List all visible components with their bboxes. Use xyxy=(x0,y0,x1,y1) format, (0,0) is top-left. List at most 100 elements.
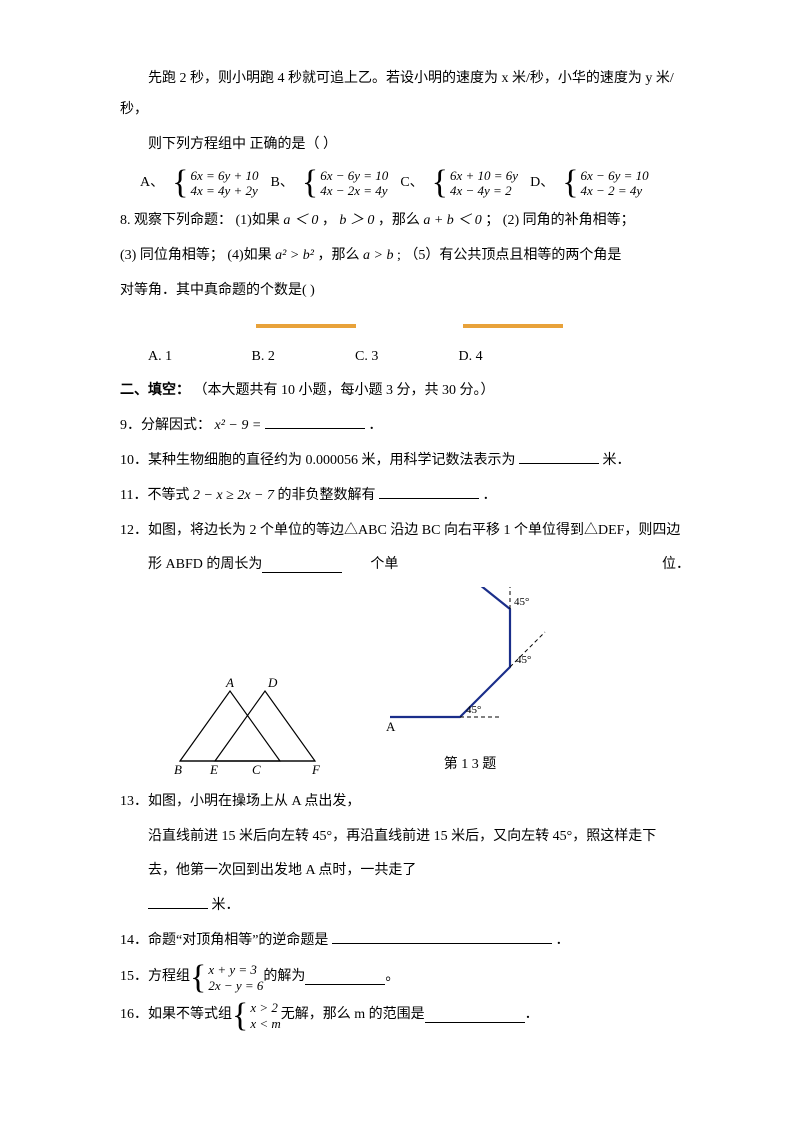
q16-blank xyxy=(425,1008,525,1023)
option-A-system: { 6x = 6y + 10 4x = 4y + 2y xyxy=(172,166,258,200)
label-A-start: A xyxy=(386,719,396,734)
q8-line1: 8. 观察下列命题： (1)如果 a ＜ 0 ， b ＞ 0 ，那么 a + b… xyxy=(120,206,690,237)
q9-end: ． xyxy=(368,418,382,433)
optA-eq2: 4x = 4y + 2y xyxy=(190,183,258,199)
q15-end: 。 xyxy=(385,962,399,993)
option-A-label: A、 xyxy=(140,168,164,199)
optC-eq1: 6x + 10 = 6y xyxy=(450,168,518,184)
option-C-label: C、 xyxy=(400,168,423,199)
q16-eq2: x < m xyxy=(250,1016,280,1032)
q16-eq1: x > 2 xyxy=(250,1000,280,1016)
q11-end: ． xyxy=(483,488,497,503)
q11-text1: 11．不等式 xyxy=(120,488,189,503)
q8-text4: (3) 同位角相等； (4)如果 xyxy=(120,248,272,263)
q14: 14．命题“对顶角相等”的逆命题是 ． xyxy=(120,926,690,957)
q8-text3: ； (2) 同角的补角相等； xyxy=(485,213,634,228)
choice-C: C. 3 xyxy=(355,342,455,373)
option-C-system: { 6x + 10 = 6y 4x − 4y = 2 xyxy=(432,166,518,200)
q9-text: 9．分解因式： xyxy=(120,418,211,433)
figure-q13-wrap: 45° 45° 45° A 第 1 3 题 xyxy=(370,587,570,781)
choice-D: D. 4 xyxy=(459,311,559,373)
choice-B-text: B. 2 xyxy=(252,342,352,373)
q16-end: ． xyxy=(525,1000,539,1031)
label-F: F xyxy=(311,762,321,777)
option-B-system: { 6x − 6y = 10 4x − 2x = 4y xyxy=(302,166,388,200)
q13-blank xyxy=(148,894,208,909)
q16-text2: 无解，那么 m 的范围是 xyxy=(281,1000,425,1031)
q15-eq2: 2x − y = 6 xyxy=(208,978,263,994)
figure-q13: 45° 45° 45° A xyxy=(370,587,570,737)
q16-system: { x > 2 x < m xyxy=(232,999,281,1033)
optD-eq2: 4x − 2 = 4y xyxy=(581,183,649,199)
q14-end: ． xyxy=(555,933,569,948)
q10-text: 10．某种生物细胞的直径约为 0.000056 米，用科学记数法表示为 xyxy=(120,453,516,468)
label-D: D xyxy=(267,675,278,690)
angle-label-2: 45° xyxy=(516,654,531,666)
q12-text4: 位． xyxy=(634,550,690,581)
section-2-title: 二、填空： xyxy=(120,383,190,398)
q7-intro-line1: 先跑 2 秒，则小明跑 4 秒就可追上乙。若设小明的速度为 x 米/秒，小华的速… xyxy=(120,64,690,126)
q8-text2: ，那么 xyxy=(378,213,420,228)
dot-icon xyxy=(256,324,356,328)
label-A: A xyxy=(225,675,234,690)
optA-eq1: 6x = 6y + 10 xyxy=(190,168,258,184)
angle-label-3: 45° xyxy=(514,596,529,608)
q11-blank xyxy=(379,484,479,499)
q13-line1: 13．如图，小明在操场上从 A 点出发， xyxy=(120,787,690,818)
q8-text5: ，那么 xyxy=(318,248,360,263)
q15-system: { x + y = 3 2x − y = 6 xyxy=(190,961,263,995)
q12-text3: 个单 xyxy=(342,550,398,581)
q7-intro-line2: 则下列方程组中 正确的是（ ） xyxy=(120,130,690,161)
q13-line2: 沿直线前进 15 米后向左转 45°，再沿直线前进 15 米后，又向左转 45°… xyxy=(120,822,690,853)
label-B: B xyxy=(174,762,182,777)
optC-eq2: 4x − 4y = 2 xyxy=(450,183,518,199)
comma: ， xyxy=(322,213,336,228)
q8-cond2: b ＞ 0 xyxy=(339,213,374,228)
section-2-subtitle: （本大题共有 10 小题，每小题 3 分，共 30 分。） xyxy=(194,383,495,398)
q8-res1: a + b ＜ 0 xyxy=(423,213,481,228)
q12-blank xyxy=(262,558,342,573)
q11-text2: 的非负整数解有 xyxy=(278,488,376,503)
dot-icon xyxy=(463,324,563,328)
q8-text1: 8. 观察下列命题： (1)如果 xyxy=(120,213,280,228)
option-D-system: { 6x − 6y = 10 4x − 2 = 4y xyxy=(562,166,648,200)
q8-line2: (3) 同位角相等； (4)如果 a² > b² ，那么 a > b ; （5）… xyxy=(120,241,690,272)
q15-text2: 的解为 xyxy=(263,962,305,993)
q9-expr: x² − 9 = xyxy=(215,418,262,433)
q16: 16．如果不等式组 { x > 2 x < m 无解，那么 m 的范围是 ． xyxy=(120,999,690,1033)
q16-text1: 16．如果不等式组 xyxy=(120,1000,232,1031)
q9-blank xyxy=(265,414,365,429)
q15-text1: 15．方程组 xyxy=(120,962,190,993)
q15-eq1: x + y = 3 xyxy=(208,962,263,978)
choice-A: A. 1 xyxy=(148,342,248,373)
label-C: C xyxy=(252,762,261,777)
option-D-label: D、 xyxy=(530,168,554,199)
option-B-label: B、 xyxy=(271,168,294,199)
q8-cond3: a² > b² xyxy=(275,248,314,263)
q14-blank xyxy=(332,929,552,944)
q15-blank xyxy=(305,970,385,985)
q8-cond1: a ＜ 0 xyxy=(283,213,318,228)
q13-end: 米． xyxy=(212,898,240,913)
q7-options-row: A、 { 6x = 6y + 10 4x = 4y + 2y B、 { 6x −… xyxy=(134,166,690,200)
q15: 15．方程组 { x + y = 3 2x − y = 6 的解为 。 xyxy=(120,961,690,995)
figure-q13-caption: 第 1 3 题 xyxy=(370,750,570,781)
label-E: E xyxy=(209,762,218,777)
q8-text6: ; （5）有公共顶点且相等的两个角是 xyxy=(397,248,621,263)
q10: 10．某种生物细胞的直径约为 0.000056 米，用科学记数法表示为 米． xyxy=(120,446,690,477)
q9: 9．分解因式： x² − 9 = ． xyxy=(120,411,690,442)
q8-choices: A. 1 B. 2 C. 3 D. 4 xyxy=(148,311,690,373)
q12-line1: 12．如图，将边长为 2 个单位的等边△ABC 沿边 BC 向右平移 1 个单位… xyxy=(120,516,690,547)
q8-line3: 对等角．其中真命题的个数是( ) xyxy=(120,276,690,307)
q10-end: 米． xyxy=(603,453,631,468)
optB-eq1: 6x − 6y = 10 xyxy=(320,168,388,184)
optB-eq2: 4x − 2x = 4y xyxy=(320,183,388,199)
q13-line3: 去，他第一次回到出发地 A 点时，一共走了 xyxy=(120,856,690,887)
q12-text2: 形 ABFD 的周长为 xyxy=(120,550,262,581)
choice-D-text: D. 4 xyxy=(459,342,559,373)
q11-expr: 2 − x ≥ 2x − 7 xyxy=(193,488,274,503)
figures-row: A D B E C F 45° 45° 45° A 第 xyxy=(160,587,690,781)
q8-res2: a > b xyxy=(363,248,393,263)
page-content: 先跑 2 秒，则小明跑 4 秒就可追上乙。若设小明的速度为 x 米/秒，小华的速… xyxy=(0,0,800,1097)
q11: 11．不等式 2 − x ≥ 2x − 7 的非负整数解有 ． xyxy=(120,481,690,512)
